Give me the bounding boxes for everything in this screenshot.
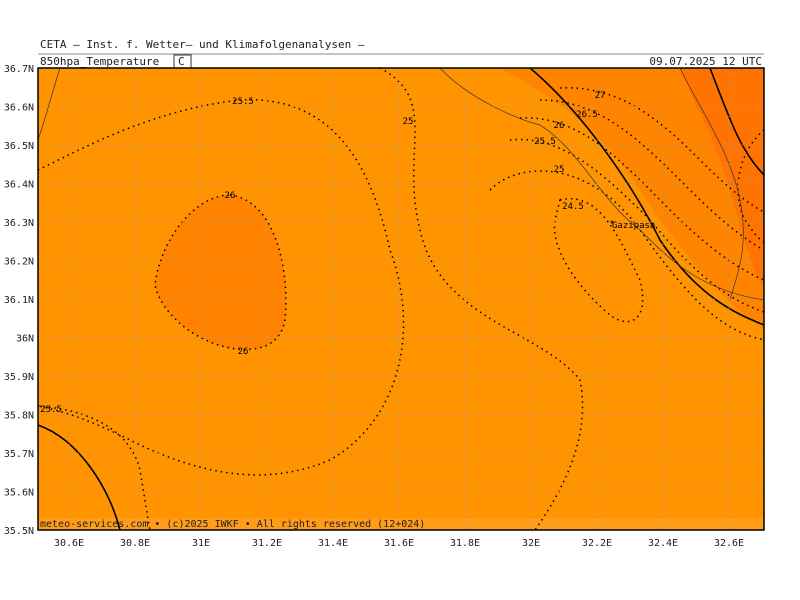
lat-label: 35.8N <box>4 411 34 422</box>
lat-label: 36.2N <box>4 257 34 268</box>
grid <box>38 68 764 530</box>
header-title: CETA — Inst. f. Wetter— und Klimafolgena… <box>40 38 365 51</box>
contour-labels: 25.5 25 26 26 25.5 27 26.5 26 25.5 25 24.5 <box>40 91 605 415</box>
lon-label: 31.4E <box>318 538 348 549</box>
contour-label: 25.5 <box>534 137 556 147</box>
lon-label: 32E <box>522 538 540 549</box>
contour-label: 26 <box>554 121 565 131</box>
lat-label: 35.7N <box>4 449 34 460</box>
lat-label: 36.4N <box>4 180 34 191</box>
lon-label: 32.4E <box>648 538 678 549</box>
lat-label: 36N <box>16 334 34 345</box>
coast <box>37 67 61 141</box>
lon-label: 31.6E <box>384 538 414 549</box>
contour-label: 25.5 <box>40 405 62 415</box>
lon-label: 31.2E <box>252 538 282 549</box>
lat-label: 36.7N <box>4 64 34 75</box>
contours <box>37 67 765 531</box>
contour <box>379 67 584 531</box>
footer: meteo-services.com • (c)2025 IWKF • All … <box>40 519 425 530</box>
contour-label: 26 <box>225 191 236 201</box>
lat-label: 36.6N <box>4 103 34 114</box>
contour <box>37 424 121 531</box>
border <box>679 67 744 301</box>
solid-contours <box>37 67 765 531</box>
lat-label: 35.9N <box>4 372 34 383</box>
contour <box>37 99 405 476</box>
field-unit: C <box>178 55 185 68</box>
warm-region <box>500 68 764 330</box>
contour <box>154 194 287 351</box>
lat-label: 36.1N <box>4 295 34 306</box>
lon-label: 30.6E <box>54 538 84 549</box>
lon-label: 32.2E <box>582 538 612 549</box>
contour-label: 26.5 <box>576 110 598 120</box>
lat-label: 35.5N <box>4 526 34 537</box>
contour <box>529 67 765 326</box>
lat-label: 36.5N <box>4 141 34 152</box>
lon-label: 31E <box>192 538 210 549</box>
lon-label: 31.8E <box>450 538 480 549</box>
footer-band <box>38 518 764 530</box>
contour-label: 25 <box>554 165 565 175</box>
contour-label: 27 <box>595 91 606 101</box>
field-name: 850hpa_Temperature <box>40 55 159 68</box>
contour <box>539 99 765 251</box>
contour-label: 25 <box>403 117 414 127</box>
contour-label: 26 <box>238 347 249 357</box>
place-name: Gazipasa <box>612 221 655 231</box>
place-marker <box>610 220 614 224</box>
contour <box>737 129 765 243</box>
lon-label: 32.6E <box>714 538 744 549</box>
lat-label: 36.3N <box>4 218 34 229</box>
map-frame <box>37 67 765 531</box>
lon-label: 30.8E <box>120 538 150 549</box>
contour-label: 24.5 <box>562 202 584 212</box>
datetime: 09.07.2025 12 UTC <box>649 55 762 68</box>
map-area: 25.5 25 26 26 25.5 27 26.5 26 25.5 25 24.5 Gazipas… <box>37 67 765 531</box>
contour <box>709 67 765 176</box>
lat-label: 35.6N <box>4 488 34 499</box>
contour-label: 25.5 <box>232 97 254 107</box>
